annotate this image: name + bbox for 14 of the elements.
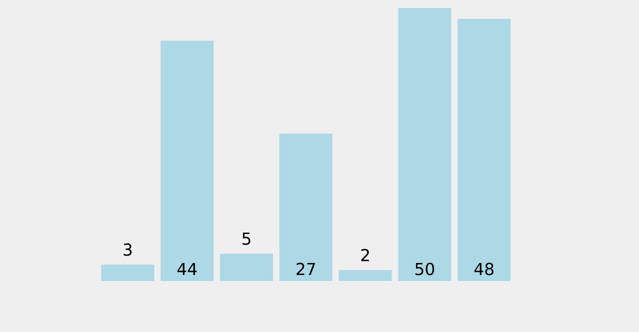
bar — [279, 134, 332, 281]
bar — [101, 264, 154, 281]
data-label: 5 — [242, 232, 250, 245]
data-label: 44 — [177, 262, 197, 275]
bar — [338, 270, 392, 281]
data-label: 3 — [124, 243, 132, 256]
bar — [160, 40, 214, 281]
data-label: 2 — [361, 248, 369, 262]
bar — [398, 8, 452, 281]
bar — [458, 18, 511, 281]
data-label: 48 — [474, 262, 494, 276]
data-label: 50 — [415, 262, 434, 276]
bar — [220, 254, 273, 281]
data-label: 27 — [296, 262, 315, 275]
